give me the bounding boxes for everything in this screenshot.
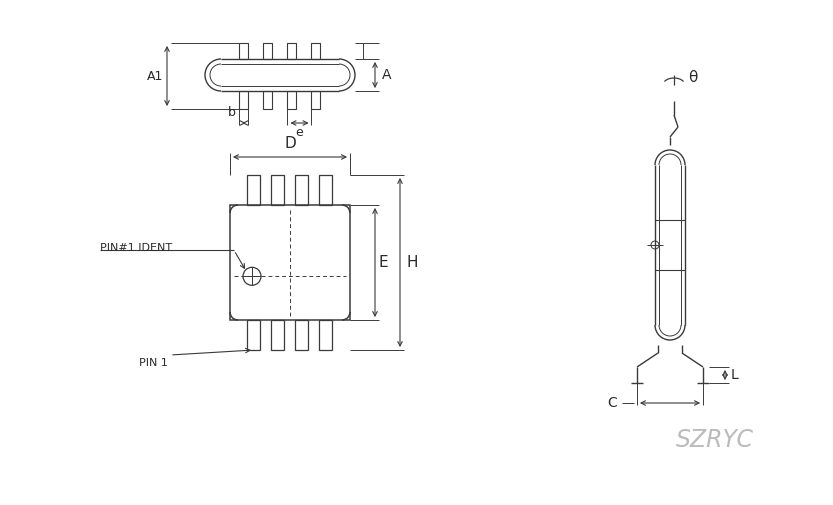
Text: SZRYC: SZRYC (676, 428, 754, 452)
Text: D: D (284, 136, 296, 151)
Text: b: b (227, 106, 236, 119)
Text: H: H (407, 255, 418, 270)
Bar (247, 320, 261, 350)
Text: θ: θ (688, 70, 697, 84)
Text: E: E (379, 255, 389, 270)
Text: e: e (296, 126, 303, 139)
Bar (240, 91, 248, 109)
Text: A: A (382, 68, 392, 82)
Bar (320, 320, 332, 350)
Bar (272, 320, 285, 350)
Bar (272, 175, 285, 205)
Bar (312, 91, 321, 109)
Bar (296, 320, 308, 350)
Bar (320, 175, 332, 205)
Bar (247, 175, 261, 205)
Text: C: C (607, 396, 617, 410)
Bar (230, 205, 350, 320)
Bar (287, 43, 297, 59)
Text: PIN 1: PIN 1 (139, 358, 168, 368)
Bar (296, 175, 308, 205)
Bar (263, 43, 272, 59)
Text: A1: A1 (147, 71, 163, 83)
Text: L: L (731, 368, 739, 382)
Text: PIN#1 IDENT: PIN#1 IDENT (100, 243, 172, 254)
Bar (263, 91, 272, 109)
Bar (287, 91, 297, 109)
Bar (240, 43, 248, 59)
Bar (312, 43, 321, 59)
